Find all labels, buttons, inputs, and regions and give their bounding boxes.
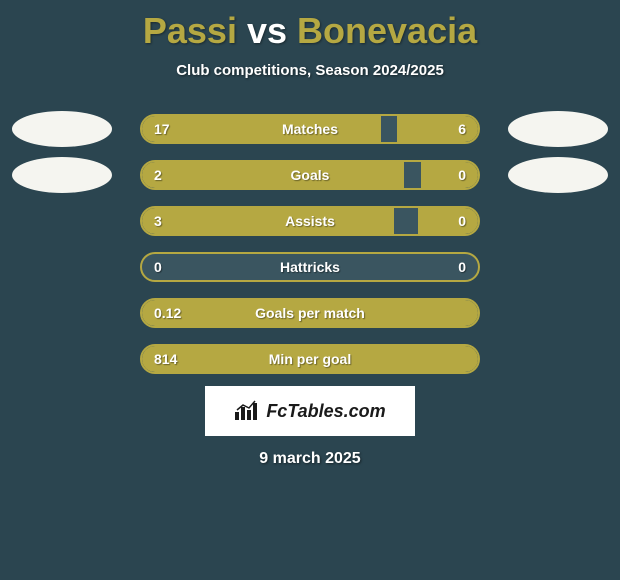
player-left-avatar <box>12 157 112 193</box>
stat-value-right: 6 <box>458 121 466 137</box>
stats-container: 17 6 Matches 2 0 Goals 3 0 Assists 0 0 Hattricks 0.1… <box>0 114 620 374</box>
comparison-title: Passi vs Bonevacia <box>0 0 620 52</box>
stat-value-left: 0.12 <box>154 305 181 321</box>
player-right-name: Bonevacia <box>297 10 477 51</box>
player-left-name: Passi <box>143 10 237 51</box>
footer-date: 9 march 2025 <box>0 450 620 468</box>
stat-bar: 3 0 Assists <box>140 206 480 236</box>
stat-bar: 17 6 Matches <box>140 114 480 144</box>
stat-label: Hattricks <box>280 259 340 275</box>
stat-bar: 2 0 Goals <box>140 160 480 190</box>
stat-value-right: 0 <box>458 167 466 183</box>
bar-fill-left <box>142 208 394 234</box>
logo-text: FcTables.com <box>266 401 385 422</box>
stat-label: Min per goal <box>269 351 351 367</box>
player-right-avatar <box>508 111 608 147</box>
stat-label: Assists <box>285 213 335 229</box>
stat-label: Matches <box>282 121 338 137</box>
footer-logo[interactable]: FcTables.com <box>205 386 415 436</box>
stat-bar: 0.12 Goals per match <box>140 298 480 328</box>
bar-fill-left <box>142 162 404 188</box>
bar-fill-left <box>142 116 381 142</box>
stat-value-right: 0 <box>458 259 466 275</box>
stat-value-left: 0 <box>154 259 162 275</box>
stat-row: 2 0 Goals <box>0 160 620 190</box>
player-right-avatar <box>508 157 608 193</box>
stat-value-left: 3 <box>154 213 162 229</box>
stat-value-right: 0 <box>458 213 466 229</box>
stat-row: 17 6 Matches <box>0 114 620 144</box>
stat-value-left: 814 <box>154 351 177 367</box>
bar-fill-right <box>421 162 478 188</box>
stat-value-left: 2 <box>154 167 162 183</box>
stat-label: Goals per match <box>255 305 365 321</box>
stat-row: 3 0 Assists <box>0 206 620 236</box>
stat-row: 0 0 Hattricks <box>0 252 620 282</box>
stat-row: 0.12 Goals per match <box>0 298 620 328</box>
stat-bar: 0 0 Hattricks <box>140 252 480 282</box>
bar-fill-right <box>418 208 478 234</box>
subtitle: Club competitions, Season 2024/2025 <box>0 62 620 79</box>
stat-bar: 814 Min per goal <box>140 344 480 374</box>
stat-row: 814 Min per goal <box>0 344 620 374</box>
chart-icon <box>234 400 260 422</box>
vs-word: vs <box>247 10 287 51</box>
player-left-avatar <box>12 111 112 147</box>
stat-value-left: 17 <box>154 121 170 137</box>
stat-label: Goals <box>291 167 330 183</box>
